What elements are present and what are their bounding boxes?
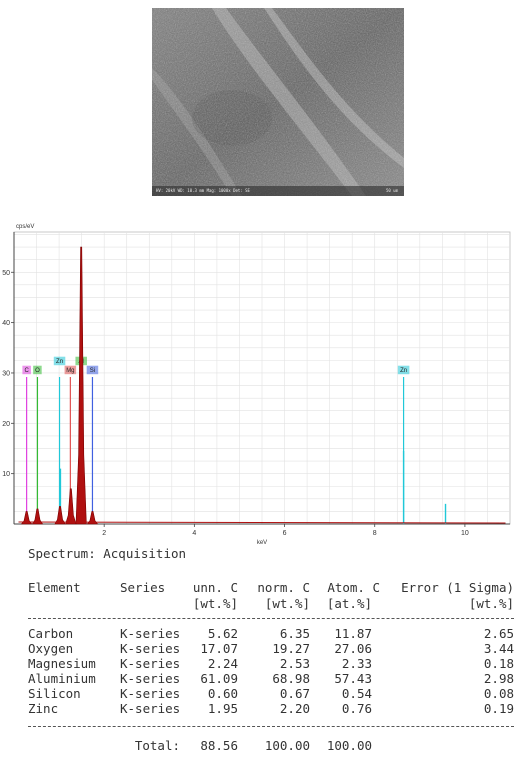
- spectrum-peak: [75, 246, 87, 525]
- row-unn: 61.09: [200, 671, 238, 686]
- element-tag-c: C: [24, 368, 29, 374]
- element-tag-box: [22, 365, 31, 375]
- total-unn: 88.56: [200, 738, 238, 753]
- header-element: Element: [28, 580, 81, 595]
- row-element: Oxygen: [28, 641, 74, 656]
- header-error: Error (1 Sigma): [401, 580, 514, 595]
- y-tick-label: 30: [2, 370, 10, 377]
- sem-micrograph: HV: 20kV WD: 10.3 mm Mag: 1000x Det: SE …: [152, 8, 404, 196]
- x-axis-label: keV: [257, 540, 267, 546]
- element-tag-zn: Zn: [400, 368, 407, 374]
- row-atom: 57.43: [334, 671, 372, 686]
- row-norm: 68.98: [272, 671, 310, 686]
- element-tag-o: O: [35, 368, 40, 374]
- total-label: Total:: [134, 738, 180, 753]
- header-norm-c: norm. C: [257, 580, 310, 595]
- table-divider-bottom: [28, 726, 514, 727]
- row-series: K-series: [120, 656, 181, 671]
- element-tag-box: [33, 365, 42, 375]
- unit-unn: [wt.%]: [192, 596, 238, 611]
- x-tick-label: 2: [102, 530, 106, 537]
- row-element: Magnesium: [28, 656, 96, 671]
- sem-info-bar: HV: 20kV WD: 10.3 mm Mag: 1000x Det: SE: [156, 188, 250, 193]
- row-unn: 0.60: [207, 686, 238, 701]
- row-series: K-series: [120, 671, 181, 686]
- quantification-table: Spectrum: Acquisition Element Series unn…: [22, 544, 516, 774]
- row-error: 3.44: [483, 641, 514, 656]
- row-unn: 2.24: [207, 656, 238, 671]
- spectrum-peak: [54, 506, 66, 525]
- unit-error: [wt.%]: [468, 596, 514, 611]
- row-norm: 0.67: [279, 686, 310, 701]
- x-tick-label: 8: [373, 530, 377, 537]
- row-norm: 2.20: [279, 701, 310, 716]
- row-atom: 0.76: [341, 701, 372, 716]
- sem-texture: [152, 8, 404, 196]
- row-series: K-series: [120, 641, 181, 656]
- row-error: 2.98: [483, 671, 514, 686]
- row-atom: 0.54: [341, 686, 372, 701]
- row-unn: 1.95: [207, 701, 238, 716]
- spectrum-peak: [20, 511, 33, 525]
- row-norm: 19.27: [272, 641, 310, 656]
- row-unn: 17.07: [200, 641, 238, 656]
- row-atom: 27.06: [334, 641, 372, 656]
- unit-atom: [at.%]: [326, 596, 372, 611]
- header-unn-c: unn. C: [192, 580, 238, 595]
- header-series: Series: [120, 580, 166, 595]
- row-series: K-series: [120, 626, 181, 641]
- total-atom: 100.00: [326, 738, 372, 753]
- row-norm: 6.35: [279, 626, 310, 641]
- row-atom: 11.87: [334, 626, 372, 641]
- row-element: Silicon: [28, 686, 81, 701]
- spectrum-baseline: [18, 521, 506, 524]
- y-tick-label: 50: [2, 270, 10, 277]
- table-divider-top: [28, 618, 514, 619]
- element-tag-box: [397, 365, 410, 375]
- element-tag-box: [64, 365, 77, 375]
- y-tick-label: 40: [2, 320, 10, 327]
- element-tag-zn: Zn: [56, 359, 63, 365]
- element-tag-mg: Mg: [66, 368, 74, 374]
- row-error: 2.65: [483, 626, 514, 641]
- row-error: 0.08: [483, 686, 514, 701]
- unit-norm: [wt.%]: [264, 596, 310, 611]
- row-series: K-series: [120, 686, 181, 701]
- x-tick-label: 6: [283, 530, 287, 537]
- row-norm: 2.53: [279, 656, 310, 671]
- row-element: Aluminium: [28, 671, 96, 686]
- total-norm: 100.00: [264, 738, 310, 753]
- row-element: Carbon: [28, 626, 74, 641]
- header-atom-c: Atom. C: [327, 580, 380, 595]
- y-tick-label: 10: [2, 471, 10, 478]
- y-axis-label: cps/eV: [16, 224, 34, 230]
- row-unn: 5.62: [207, 626, 238, 641]
- y-tick-label: 20: [2, 421, 10, 428]
- row-atom: 2.33: [341, 656, 372, 671]
- spectrum-peak: [86, 511, 99, 525]
- row-error: 0.19: [483, 701, 514, 716]
- row-element: Zinc: [28, 701, 59, 716]
- x-tick-label: 4: [192, 530, 196, 537]
- row-series: K-series: [120, 701, 181, 716]
- element-tag-box: [86, 365, 99, 375]
- spectrum-title: Spectrum: Acquisition: [28, 546, 187, 561]
- row-error: 0.18: [483, 656, 514, 671]
- spectrum-peak: [31, 508, 44, 525]
- sem-scale-bar: 50 um: [385, 188, 398, 193]
- x-tick-label: 10: [461, 530, 469, 537]
- element-tag-box: [53, 356, 66, 366]
- element-tag-si: Si: [90, 368, 95, 374]
